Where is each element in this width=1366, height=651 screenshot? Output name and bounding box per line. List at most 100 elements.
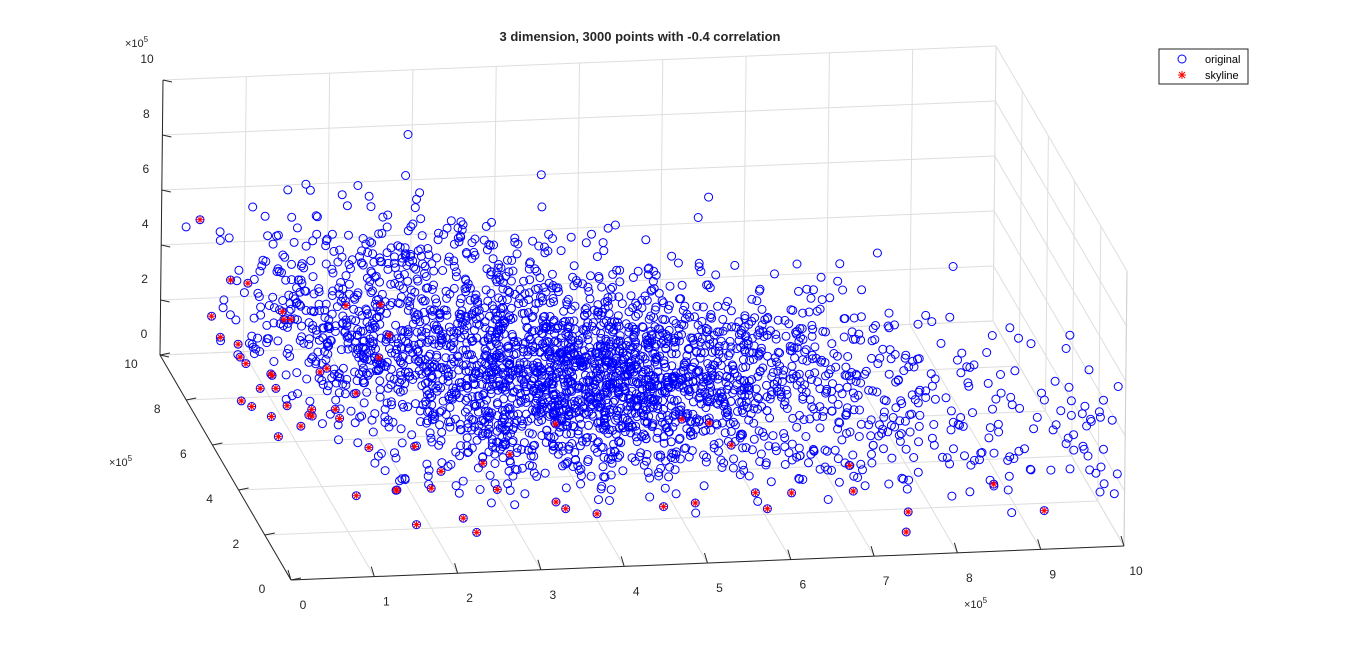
data-point-original bbox=[663, 304, 673, 314]
box-edge bbox=[1123, 270, 1128, 547]
legend[interactable]: original skyline bbox=[1158, 48, 1249, 85]
data-point-original bbox=[701, 323, 711, 333]
data-point-original bbox=[794, 473, 804, 483]
data-point-original bbox=[455, 419, 465, 429]
data-point-original bbox=[335, 289, 345, 299]
data-point-original bbox=[387, 348, 397, 358]
data-point-original bbox=[820, 445, 830, 455]
data-point-original bbox=[450, 414, 460, 424]
data-point-original bbox=[612, 265, 622, 275]
data-point-original bbox=[496, 325, 506, 335]
data-point-original bbox=[565, 316, 574, 326]
data-point-original bbox=[344, 279, 354, 289]
data-point-original bbox=[537, 415, 547, 425]
data-point-original bbox=[603, 293, 613, 303]
data-point-original bbox=[632, 301, 642, 311]
data-point-original bbox=[490, 365, 500, 375]
data-point-original bbox=[676, 405, 686, 415]
data-point-original bbox=[431, 294, 440, 304]
data-point-original bbox=[584, 287, 594, 296]
data-point-original bbox=[643, 365, 653, 374]
data-point-original bbox=[913, 319, 923, 329]
data-point-original bbox=[656, 450, 665, 460]
data-point-original bbox=[482, 351, 492, 360]
data-point-original bbox=[546, 353, 556, 363]
data-point-original bbox=[458, 513, 468, 523]
data-point-original bbox=[327, 291, 337, 300]
data-point-original bbox=[215, 236, 225, 245]
data-point-original bbox=[329, 369, 339, 379]
data-point-original bbox=[468, 355, 478, 365]
data-point-original bbox=[690, 358, 699, 368]
data-point-skyline bbox=[244, 279, 252, 287]
data-point-original bbox=[369, 257, 379, 267]
data-point-original bbox=[786, 374, 795, 384]
data-point-original bbox=[537, 202, 547, 212]
data-point-original bbox=[512, 399, 522, 408]
data-point-original bbox=[375, 359, 385, 369]
data-point-original bbox=[777, 377, 787, 386]
data-point-original bbox=[264, 301, 274, 310]
data-point-original bbox=[754, 286, 764, 296]
data-point-original bbox=[729, 385, 739, 395]
data-point-original bbox=[317, 376, 327, 385]
data-point-original bbox=[958, 421, 968, 431]
data-point-original bbox=[948, 262, 958, 271]
data-point-original bbox=[631, 298, 641, 308]
data-point-original bbox=[563, 457, 573, 467]
data-point-original bbox=[473, 371, 483, 381]
skyline-marker-stroke bbox=[413, 521, 420, 528]
data-point-original bbox=[575, 441, 585, 451]
data-point-original bbox=[423, 390, 432, 400]
z-tick-mark bbox=[159, 354, 170, 358]
data-point-original bbox=[821, 388, 831, 398]
data-point-original bbox=[498, 442, 507, 451]
data-point-original bbox=[834, 477, 844, 487]
data-point-original bbox=[875, 420, 884, 430]
data-point-original bbox=[787, 455, 797, 465]
data-point-original bbox=[620, 385, 630, 395]
data-point-original bbox=[504, 348, 514, 358]
data-point-original bbox=[602, 387, 612, 397]
data-point-original bbox=[855, 405, 864, 415]
x-tick-mark bbox=[787, 549, 792, 560]
data-point-original bbox=[519, 276, 529, 286]
data-point-original bbox=[1005, 452, 1015, 462]
data-point-original bbox=[479, 235, 489, 245]
grid-line bbox=[825, 52, 830, 328]
data-point-original bbox=[757, 304, 767, 314]
skyline-marker-stroke bbox=[217, 334, 224, 341]
data-point-original bbox=[1083, 451, 1093, 461]
data-point-original bbox=[253, 333, 263, 343]
data-point-original bbox=[705, 397, 715, 407]
data-point-original bbox=[530, 284, 540, 294]
data-point-original bbox=[847, 327, 857, 337]
data-point-original bbox=[266, 369, 276, 379]
data-point-original bbox=[692, 301, 702, 311]
y-tick-mark bbox=[264, 532, 275, 536]
data-point-original bbox=[314, 373, 324, 383]
data-point-original bbox=[430, 339, 439, 349]
data-point-original bbox=[329, 246, 339, 256]
data-point-original bbox=[257, 261, 267, 271]
data-point-original bbox=[492, 485, 502, 494]
data-point-original bbox=[248, 202, 258, 212]
data-point-original bbox=[523, 445, 533, 455]
data-point-original bbox=[421, 272, 431, 281]
data-point-original bbox=[536, 170, 546, 180]
data-point-original bbox=[1099, 395, 1108, 405]
data-point-original bbox=[656, 452, 665, 462]
data-point-original bbox=[659, 432, 669, 442]
data-point-original bbox=[529, 326, 539, 336]
data-point-original bbox=[771, 446, 781, 456]
data-point-original bbox=[519, 298, 528, 308]
data-point-original bbox=[968, 408, 977, 418]
data-point-original bbox=[854, 432, 864, 441]
data-point-original bbox=[490, 449, 500, 459]
y-tick-label: 10 bbox=[124, 357, 138, 371]
data-point-original bbox=[443, 461, 453, 471]
data-point-original bbox=[702, 452, 711, 462]
data-point-original bbox=[649, 266, 659, 276]
data-point-original bbox=[1064, 382, 1074, 392]
data-point-original bbox=[532, 266, 542, 276]
